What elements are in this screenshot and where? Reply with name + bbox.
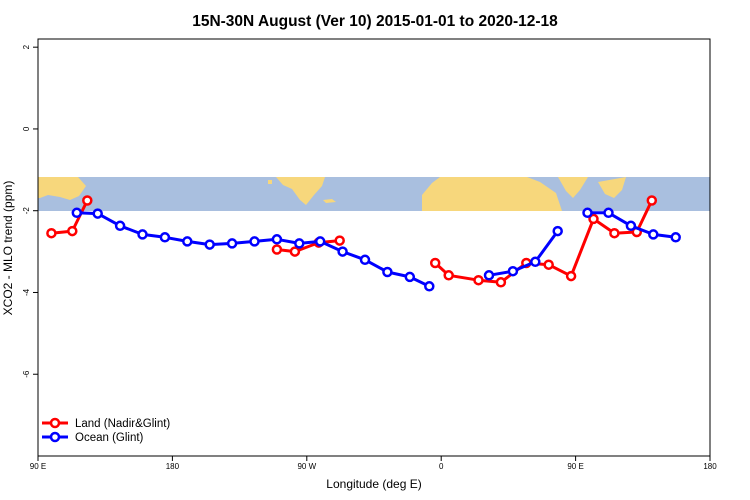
y-axis-label: XCO2 - MLO trend (ppm)	[1, 181, 15, 316]
map-land-asia-west	[38, 177, 86, 200]
data-point-ocean	[625, 220, 637, 232]
plot-frame	[37, 38, 711, 457]
x-axis: 90 E 180 90 W 0 90 E 180	[30, 456, 717, 471]
series-line-ocean	[76, 211, 430, 288]
data-point-ocean	[530, 256, 541, 268]
data-point-land	[67, 225, 78, 237]
data-point-land	[334, 235, 345, 246]
data-point-ocean	[424, 281, 435, 292]
data-point-land	[289, 246, 301, 257]
data-point-ocean	[359, 254, 371, 266]
data-point-ocean	[159, 232, 171, 243]
data-point-ocean	[249, 236, 260, 247]
data-point-land	[46, 227, 57, 239]
data-point-land	[82, 195, 93, 206]
data-point-ocean	[114, 220, 126, 232]
x-tick-label: 90 E	[30, 462, 46, 471]
data-point-land	[473, 274, 484, 286]
data-point-ocean	[137, 229, 148, 240]
world-map-strip	[38, 177, 710, 211]
data-point-ocean	[552, 225, 563, 237]
data-point-ocean	[182, 236, 193, 247]
legend-marker-land	[49, 417, 61, 429]
data-point-ocean	[294, 238, 305, 249]
data-point-land	[646, 195, 658, 206]
x-tick-label: 180	[703, 462, 717, 471]
data-point-ocean	[337, 246, 348, 257]
data-point-land	[443, 270, 454, 281]
y-tick-label: -4	[22, 288, 31, 296]
data-point-ocean	[71, 207, 83, 219]
series-line-ocean	[488, 230, 559, 277]
data-point-ocean	[404, 271, 416, 283]
data-point-ocean	[483, 270, 495, 281]
legend-label-ocean: Ocean (Glint)	[75, 432, 144, 444]
map-land-north-america	[276, 177, 325, 205]
data-point-ocean	[314, 236, 326, 247]
x-tick-label: 180	[166, 462, 180, 471]
x-axis-label: Longitude (deg E)	[326, 477, 421, 491]
x-tick-label: 0	[439, 462, 444, 471]
series-line-land	[276, 239, 340, 254]
map-land-southeast-asia	[598, 177, 626, 198]
legend-label-land: Land (Nadir&Glint)	[75, 418, 170, 430]
y-tick-label: -6	[22, 370, 31, 378]
y-tick-label: 0	[22, 126, 31, 131]
data-point-land	[588, 213, 599, 225]
y-tick-label: -2	[22, 207, 31, 215]
data-point-ocean	[271, 234, 283, 245]
map-land-caribbean	[323, 199, 336, 203]
data-point-ocean	[92, 208, 103, 219]
legend-marker-ocean	[49, 431, 61, 443]
data-point-ocean	[603, 207, 614, 219]
chart-title: 15N-30N August (Ver 10) 2015-01-01 to 20…	[192, 13, 558, 30]
x-tick-label: 90 E	[567, 462, 583, 471]
y-axis: 2 0 -2 -4 -6	[22, 44, 38, 378]
data-point-land	[609, 227, 620, 239]
data-point-land	[271, 244, 283, 255]
data-point-ocean	[204, 239, 215, 250]
map-land-africa-arabia	[422, 177, 562, 211]
map-land-pacific-island	[268, 180, 272, 184]
data-point-ocean	[382, 266, 393, 278]
data-point-land	[565, 270, 577, 282]
data-point-ocean	[507, 265, 519, 277]
legend: Land (Nadir&Glint) Ocean (Glint)	[42, 417, 170, 444]
data-point-ocean	[648, 229, 659, 240]
series-layer	[46, 195, 681, 292]
map-ocean	[38, 177, 710, 211]
data-point-ocean	[582, 207, 593, 219]
data-point-land	[429, 257, 441, 269]
y-tick-label: 2	[22, 44, 31, 49]
data-point-ocean	[670, 232, 681, 243]
map-land-india	[558, 177, 588, 198]
series-line-land	[434, 199, 654, 284]
data-point-land	[543, 259, 554, 270]
data-point-ocean	[226, 238, 238, 249]
data-point-land	[495, 277, 507, 288]
x-tick-label: 90 W	[297, 462, 316, 471]
